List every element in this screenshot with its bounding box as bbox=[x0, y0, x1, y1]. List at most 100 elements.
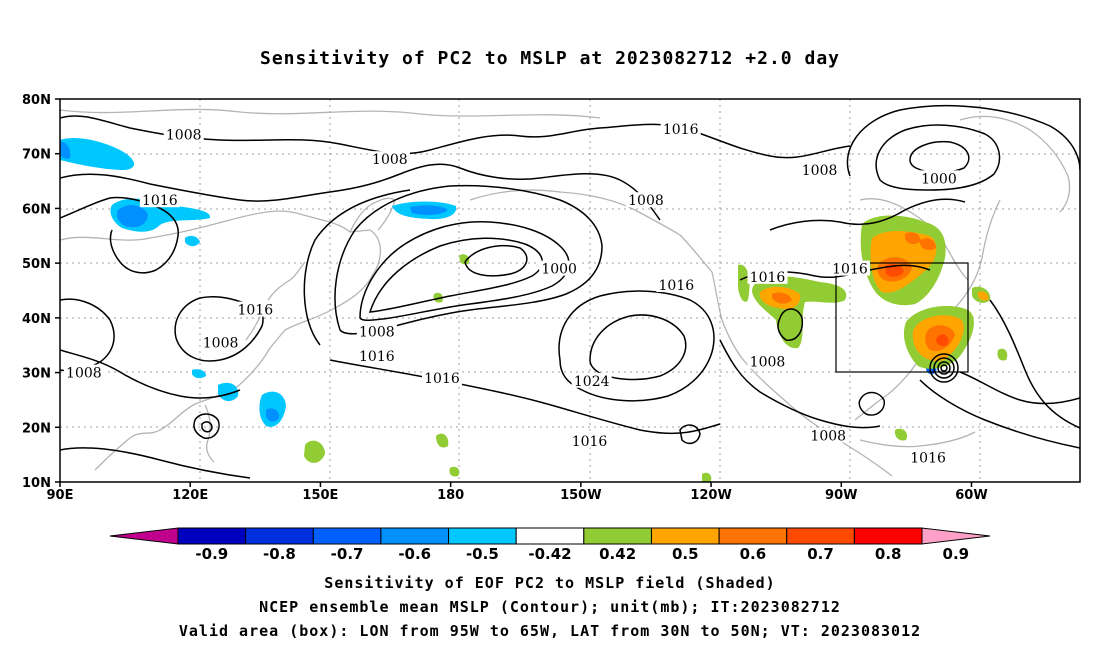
contour-line bbox=[368, 237, 543, 313]
orange-patch bbox=[772, 292, 792, 304]
contour-label: 1016 bbox=[424, 371, 460, 387]
orange-patch bbox=[905, 232, 921, 245]
contour-line bbox=[558, 290, 715, 402]
contour-line bbox=[193, 413, 220, 439]
lon-tick-label: 180 bbox=[437, 488, 464, 503]
contour-line bbox=[940, 364, 948, 372]
contour-line bbox=[464, 244, 528, 277]
lon-tick-label: 90W bbox=[825, 488, 857, 503]
blue-patch bbox=[185, 235, 200, 247]
chart-title: Sensitivity of PC2 to MSLP at 2023082712… bbox=[259, 48, 840, 69]
contour-line bbox=[60, 196, 179, 274]
contour-label: 1008 bbox=[802, 163, 838, 179]
contour-label-bg bbox=[421, 370, 462, 386]
contour-label-bg bbox=[235, 301, 276, 317]
contour-label: 1000 bbox=[921, 171, 957, 187]
contour-line bbox=[777, 308, 804, 341]
shaded-negative bbox=[60, 138, 937, 427]
colorbar-label: -0.8 bbox=[263, 545, 296, 563]
blue-patch bbox=[116, 205, 148, 228]
colorbar-swatch bbox=[515, 527, 585, 545]
contour-line bbox=[60, 163, 661, 221]
contour-label-bg bbox=[747, 353, 788, 369]
contour-label-bg bbox=[656, 277, 697, 293]
contour-label: 1016 bbox=[237, 303, 273, 319]
contour-label-bg bbox=[829, 260, 870, 276]
colorbar-label: 0.9 bbox=[943, 545, 970, 563]
colorbar-swatch bbox=[650, 527, 720, 545]
green-patch bbox=[433, 292, 443, 303]
coastline-caribbean bbox=[859, 431, 976, 448]
contour-label-bg bbox=[808, 427, 849, 443]
contour-label-bg bbox=[569, 432, 610, 448]
green-patch bbox=[449, 466, 460, 477]
lat-tick-label: 20N bbox=[22, 421, 51, 436]
colorbar: -0.9 -0.8 -0.7 -0.6 -0.5 -0.42 0.42 0.5 0.6 0.7 0.… bbox=[109, 527, 991, 563]
colorbar-high-triangle bbox=[921, 527, 991, 545]
contour-label-bg bbox=[200, 334, 241, 350]
coastline-kamchatka bbox=[349, 197, 396, 233]
colorbar-swatch bbox=[583, 527, 652, 545]
blue-patch bbox=[410, 205, 448, 215]
lat-tick-label: 40N bbox=[22, 312, 51, 327]
contour-label: 1008 bbox=[750, 355, 786, 371]
contour-line bbox=[60, 349, 241, 399]
lon-tick-label: 90E bbox=[47, 488, 74, 503]
contour-line bbox=[929, 353, 959, 383]
colorbar-swatch bbox=[312, 527, 382, 545]
contour-label: 1008 bbox=[372, 152, 408, 168]
orange-patch bbox=[936, 334, 949, 347]
blue-patch bbox=[218, 382, 239, 402]
contour-line bbox=[769, 198, 966, 231]
caption-line-3: Valid area (box): LON from 95W to 65W, L… bbox=[178, 622, 922, 640]
contour-label-bg bbox=[660, 121, 701, 137]
contour-label-bg bbox=[139, 192, 180, 208]
contour-label: 1008 bbox=[66, 366, 102, 382]
colorbar-label: -0.42 bbox=[528, 545, 571, 563]
colorbar-swatch bbox=[853, 527, 923, 545]
contour-label: 1008 bbox=[166, 128, 202, 144]
contour-label: 1016 bbox=[750, 270, 786, 286]
contour-label: 1008 bbox=[810, 428, 846, 444]
contour-label-bg bbox=[539, 260, 580, 276]
colorbar-swatch bbox=[786, 527, 855, 545]
caption-line-1: Sensitivity of EOF PC2 to MSLP field (Sh… bbox=[324, 574, 776, 592]
contour-line bbox=[719, 339, 881, 429]
contour-label-bg bbox=[63, 364, 104, 380]
contour-label-bg bbox=[918, 170, 959, 186]
mslp-contours bbox=[60, 104, 1080, 479]
green-patch bbox=[304, 440, 325, 463]
colorbar-label: -0.9 bbox=[195, 545, 228, 563]
contour-line bbox=[589, 314, 687, 381]
green-patch bbox=[459, 254, 470, 265]
coastline-asia bbox=[60, 210, 382, 471]
contour-line bbox=[846, 104, 1080, 177]
blue-patch bbox=[60, 141, 71, 159]
latitude-axis: 80N 70N 60N 50N 40N 30N 20N 10N bbox=[22, 93, 60, 491]
contour-label: 1016 bbox=[359, 349, 395, 365]
blue-patch bbox=[266, 408, 280, 422]
contour-label-bg bbox=[163, 126, 204, 142]
contour-line bbox=[858, 391, 885, 416]
coastline-greenland bbox=[959, 115, 1071, 213]
contour-line bbox=[201, 421, 213, 433]
contour-label: 1024 bbox=[574, 374, 610, 390]
colorbar-swatch bbox=[380, 527, 450, 545]
lon-tick-label: 120E bbox=[172, 488, 208, 503]
contour-label: 1016 bbox=[659, 278, 695, 294]
contour-label-bg bbox=[356, 323, 397, 339]
contour-line bbox=[329, 359, 721, 435]
lat-tick-label: 70N bbox=[22, 148, 51, 163]
coastline-alaska bbox=[469, 189, 713, 273]
contour-line bbox=[933, 357, 955, 379]
lat-tick-label: 10N bbox=[22, 476, 51, 491]
contour-line bbox=[875, 124, 1001, 191]
green-patch bbox=[436, 433, 449, 448]
contour-label-bg bbox=[369, 151, 410, 167]
contour-line bbox=[919, 379, 1080, 449]
blue-patch bbox=[192, 369, 206, 379]
contour-label: 1016 bbox=[142, 193, 178, 209]
orange-patch bbox=[920, 238, 936, 251]
contour-label-bg bbox=[747, 268, 788, 284]
